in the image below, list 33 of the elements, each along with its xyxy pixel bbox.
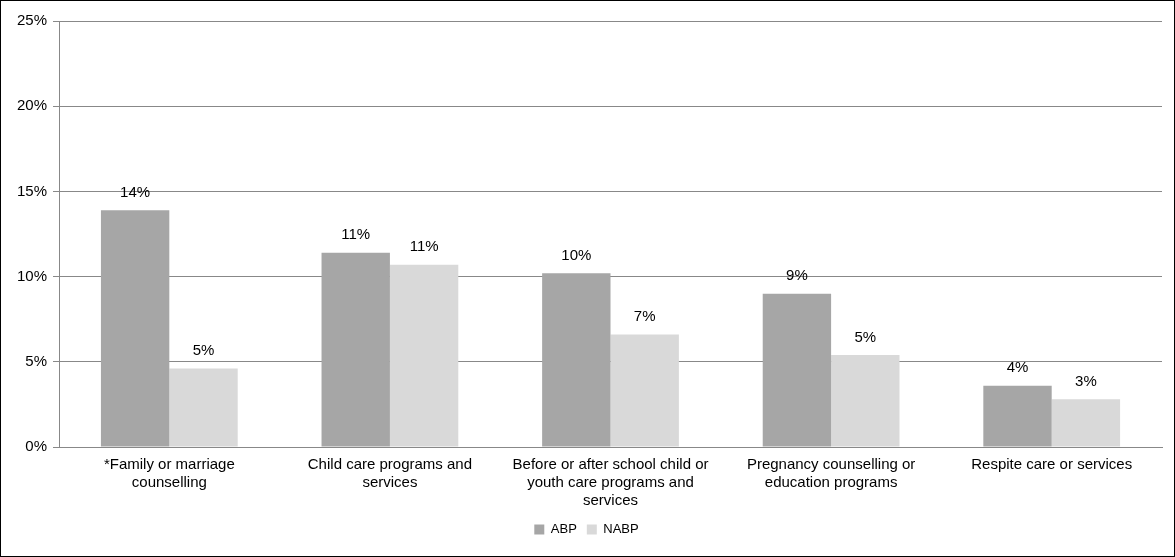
y-tick-label: 0% — [25, 437, 48, 455]
legend-label: ABP — [550, 521, 577, 537]
bar — [831, 354, 900, 447]
data-label: 5% — [854, 327, 877, 345]
x-tick-label: *Family or marriage counselling — [103, 455, 235, 491]
data-label: 9% — [786, 266, 808, 284]
bar — [542, 273, 611, 447]
bar — [983, 385, 1052, 447]
bar — [389, 264, 459, 447]
data-label: 4% — [1006, 358, 1029, 376]
bar — [1051, 399, 1121, 447]
data-label: 7% — [633, 307, 656, 325]
bar — [610, 334, 679, 447]
bar — [762, 293, 832, 447]
data-label: 11% — [409, 237, 439, 255]
y-tick-label: 10% — [16, 266, 48, 284]
y-tick-label: 5% — [25, 351, 48, 369]
y-tick-label: 15% — [16, 181, 48, 199]
x-tick-label: Child care programs and services — [307, 455, 473, 491]
data-label: 5% — [192, 341, 215, 359]
x-tick-label: Respite care or services — [971, 455, 1133, 473]
y-tick-label: 25% — [16, 11, 48, 29]
legend-label: NABP — [603, 521, 639, 537]
x-tick-label: Pregnancy counselling or education programs — [746, 455, 916, 491]
data-label: 11% — [341, 225, 371, 243]
data-label: 14% — [120, 182, 151, 200]
bar — [169, 368, 238, 447]
bar — [321, 252, 390, 447]
x-tick-label: Before or after school child or youth care programs and services — [512, 455, 709, 509]
data-label: 3% — [1075, 371, 1097, 389]
y-tick-label: 20% — [16, 96, 48, 114]
data-label: 10% — [561, 245, 592, 263]
bar — [100, 210, 170, 447]
